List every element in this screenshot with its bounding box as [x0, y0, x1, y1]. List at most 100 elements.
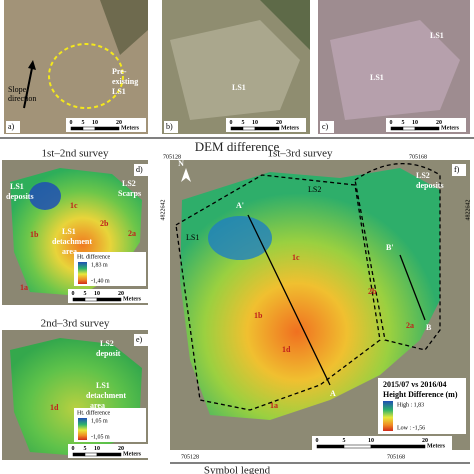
label: 1a — [20, 283, 28, 292]
label: detachment — [52, 237, 92, 246]
label: Ht. difference — [77, 409, 111, 416]
label: Meters — [281, 125, 300, 131]
ls-outline — [48, 43, 124, 109]
legend-ramp — [78, 262, 87, 284]
loss-area — [208, 216, 272, 260]
label: 1d — [282, 345, 291, 354]
label: d) — [136, 165, 143, 174]
label: 1d — [50, 403, 59, 412]
label: deposits — [416, 181, 444, 190]
panel-letter-box — [134, 164, 148, 176]
label: Pre- — [112, 67, 127, 76]
scale-segment — [72, 452, 86, 457]
label: Meters — [123, 451, 142, 457]
profile-a — [247, 214, 331, 386]
profile-b — [399, 254, 426, 321]
label: 20 — [116, 120, 122, 126]
label: -1,40 m — [91, 278, 110, 284]
panel-letter-box — [452, 164, 466, 176]
label: c) — [322, 122, 329, 131]
label: b) — [166, 122, 173, 131]
label: LS1 — [430, 31, 444, 40]
scale-segment — [70, 126, 84, 131]
label: Low : -1,56 — [397, 425, 425, 431]
label: Scarps — [118, 189, 141, 198]
label: LS1 — [232, 83, 246, 92]
label: N — [178, 159, 184, 168]
label: A — [330, 389, 336, 398]
label: LS1 — [112, 87, 126, 96]
label: 10 — [368, 438, 374, 444]
scale-segment — [343, 444, 372, 449]
label: LS2 — [416, 171, 430, 180]
label: LS1 — [10, 182, 24, 191]
scale-segment — [84, 452, 98, 457]
legend-ramp — [78, 418, 87, 440]
scale-segment — [96, 297, 122, 302]
label: 705168 — [387, 454, 405, 460]
label: 1st–3rd survey — [267, 148, 333, 160]
scale-segment — [242, 126, 256, 131]
label: B' — [386, 243, 394, 252]
label: 2nd–3rd survey — [41, 318, 110, 330]
label: direction — [8, 94, 36, 103]
label: 2a — [128, 229, 136, 238]
label: 0 — [230, 120, 233, 126]
scale-segment — [82, 126, 96, 131]
label: Meters — [123, 296, 142, 302]
scale-segment — [94, 126, 120, 131]
label: LS1 — [96, 381, 110, 390]
label: High : 1,83 — [397, 402, 424, 408]
ls1-outline — [175, 174, 381, 411]
label: 1,83 m — [91, 262, 108, 268]
label: 1b — [30, 230, 39, 239]
label: DEM difference — [195, 139, 280, 154]
label: Height Difference (m) — [383, 390, 458, 399]
label: Symbol legend — [204, 465, 271, 474]
label: 2015/07 vs 2016/04 — [383, 380, 447, 389]
label: 5 — [343, 438, 346, 444]
label: 705168 — [409, 154, 427, 160]
scale-segment — [96, 452, 122, 457]
panel-letter-box — [134, 334, 148, 346]
label: 0 — [72, 446, 75, 452]
scale-segment — [370, 444, 426, 449]
label: a) — [8, 122, 15, 131]
label: existing — [112, 77, 138, 86]
scale-segment — [390, 126, 404, 131]
label: B — [426, 323, 432, 332]
label: 5 — [242, 120, 245, 126]
label: 20 — [436, 120, 442, 126]
ls-area — [170, 20, 300, 120]
label: 5 — [82, 120, 85, 126]
label: 5 — [84, 446, 87, 452]
label: 10 — [252, 120, 258, 126]
label: 2b — [368, 287, 377, 296]
label: 2b — [100, 219, 109, 228]
label: LS1 — [370, 73, 384, 82]
loss-area — [29, 182, 61, 210]
label: 0 — [390, 120, 393, 126]
label: 0 — [72, 291, 75, 297]
panel-letter-box — [320, 121, 334, 133]
label: -1,05 m — [91, 434, 110, 440]
label: 1b — [254, 311, 263, 320]
panel-letter-box — [6, 121, 20, 133]
label: 20 — [118, 446, 124, 452]
label: detachment — [86, 391, 126, 400]
label: 1c — [292, 253, 300, 262]
ls2-outline — [354, 163, 441, 351]
label: LS1 — [186, 233, 199, 242]
label: 10 — [94, 291, 100, 297]
label: 1a — [270, 401, 278, 410]
label: f) — [454, 165, 460, 174]
scale-segment — [72, 297, 86, 302]
label: 10 — [94, 446, 100, 452]
scale-segment — [316, 444, 345, 449]
vegetation — [260, 0, 310, 50]
label: Meters — [121, 125, 140, 131]
label: 0 — [316, 438, 319, 444]
label: 20 — [422, 438, 428, 444]
label: 1st–2nd survey — [42, 148, 109, 160]
